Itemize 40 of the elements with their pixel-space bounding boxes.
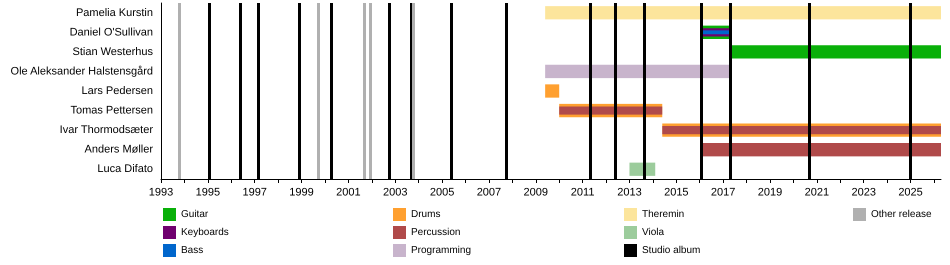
x-tick-label: 2025 [898, 186, 923, 198]
y-tick-label: Luca Difato [97, 163, 153, 176]
legend-label: Guitar [181, 209, 209, 220]
bar [545, 6, 941, 20]
x-tick-label: 2017 [710, 186, 736, 198]
legend-label: Studio album [642, 245, 700, 256]
x-tick-label: 2023 [851, 186, 876, 198]
x-tick-label: 2019 [758, 186, 782, 198]
x-tick-label: 1993 [148, 186, 174, 198]
legend-label: Percussion [411, 227, 460, 238]
x-tick-label: 2013 [617, 186, 642, 198]
y-tick-label: Stian Westerhus [72, 46, 154, 58]
legend-label: Theremin [642, 209, 684, 220]
x-tick-label: 1997 [242, 186, 267, 198]
x-tick-label: 2001 [336, 186, 361, 198]
x-tick-label: 2011 [570, 186, 594, 198]
y-tick-label: Pamelia Kurstin [76, 6, 153, 19]
x-tick-label: 2009 [524, 186, 548, 198]
x-tick-label: 1995 [196, 186, 220, 198]
x-tick-label: 2005 [430, 186, 454, 198]
legend-label: Bass [181, 245, 204, 256]
bar [730, 45, 941, 59]
legend-label: Programming [411, 245, 472, 256]
x-tick-label: 2007 [476, 186, 502, 198]
legend-label: Keyboards [181, 227, 229, 238]
y-tick-label: Daniel O'Sullivan [70, 26, 153, 38]
legend-label: Drums [411, 209, 440, 220]
bar [545, 84, 560, 98]
x-tick-label: 1999 [289, 186, 314, 198]
y-tick-label: Ole Aleksander Halstensgård [10, 65, 153, 78]
x-tick-label: 2021 [804, 186, 830, 198]
legend-label: Viola [642, 227, 664, 238]
x-tick-label: 2003 [382, 186, 408, 198]
legend-label: Other release [871, 209, 932, 220]
bar [662, 126, 941, 134]
x-tick-label: 2015 [664, 186, 689, 198]
y-tick-label: Anders Møller [84, 144, 154, 156]
y-tick-label: Lars Pedersen [81, 85, 153, 97]
y-tick-label: Ivar Thormodsæter [60, 124, 154, 136]
y-tick-label: Tomas Pettersen [70, 104, 153, 117]
